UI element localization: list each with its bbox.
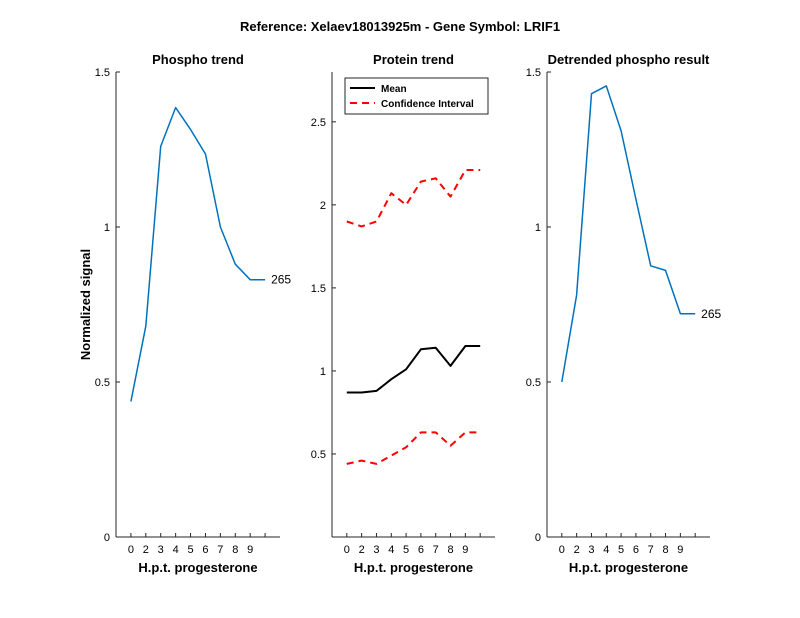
x-tick-label: 9 (677, 544, 683, 556)
x-tick-label: 8 (447, 544, 453, 556)
series-line (130, 106, 266, 402)
series-mean (346, 345, 481, 394)
x-tick-label: 5 (403, 544, 409, 556)
y-tick-label: 1.5 (526, 67, 541, 79)
x-axis-label: H.p.t. progesterone (569, 560, 688, 575)
legend-label: Confidence Interval (381, 99, 474, 110)
x-tick-label: 5 (618, 544, 624, 556)
x-tick-label: 5 (187, 544, 193, 556)
y-tick-label: 0.5 (526, 377, 541, 389)
x-tick-label: 3 (373, 544, 379, 556)
series-line (561, 85, 696, 383)
x-tick-label: 0 (559, 544, 565, 556)
x-tick-label: 6 (633, 544, 639, 556)
x-tick-label: 6 (202, 544, 208, 556)
x-axis-label: H.p.t. progesterone (354, 560, 473, 575)
x-tick-label: 6 (418, 544, 424, 556)
panel-title: Detrended phospho result (548, 52, 710, 67)
y-tick-label: 1 (104, 222, 110, 234)
x-tick-label: 9 (462, 544, 468, 556)
x-tick-label: 4 (173, 544, 179, 556)
y-tick-label: 1 (320, 366, 326, 378)
y-tick-label: 0.5 (95, 377, 110, 389)
x-tick-label: 2 (574, 544, 580, 556)
x-tick-label: 8 (662, 544, 668, 556)
x-tick-label: 7 (217, 544, 223, 556)
legend-box (344, 77, 489, 115)
y-tick-label: 0 (104, 532, 110, 544)
y-tick-label: 1 (535, 222, 541, 234)
x-tick-label: 7 (433, 544, 439, 556)
x-tick-label: 2 (143, 544, 149, 556)
figure-title: Reference: Xelaev18013925m - Gene Symbol… (240, 19, 560, 34)
series-confidence-interval (346, 169, 481, 228)
x-tick-label: 3 (588, 544, 594, 556)
panel-title: Phospho trend (152, 52, 244, 67)
series-end-label: 265 (701, 307, 721, 321)
x-axis-label: H.p.t. progesterone (138, 560, 257, 575)
x-tick-label: 3 (158, 544, 164, 556)
series-end-label: 265 (271, 273, 291, 287)
y-tick-label: 2.5 (311, 117, 326, 129)
legend-label: Mean (381, 84, 407, 95)
series-confidence-lower (346, 431, 481, 465)
x-tick-label: 4 (388, 544, 394, 556)
y-axis-label: Normalized signal (78, 249, 93, 360)
y-tick-label: 0 (535, 532, 541, 544)
x-tick-label: 4 (603, 544, 609, 556)
y-tick-label: 2 (320, 200, 326, 212)
x-tick-label: 9 (247, 544, 253, 556)
legend: Mean Confidence Interval (344, 77, 489, 115)
x-tick-label: 0 (344, 544, 350, 556)
x-tick-label: 2 (359, 544, 365, 556)
x-tick-label: 7 (648, 544, 654, 556)
panel-title: Protein trend (373, 52, 454, 67)
x-tick-label: 8 (232, 544, 238, 556)
x-tick-label: 0 (128, 544, 134, 556)
y-tick-label: 0.5 (311, 449, 326, 461)
y-tick-label: 1.5 (95, 67, 110, 79)
y-tick-label: 1.5 (311, 283, 326, 295)
